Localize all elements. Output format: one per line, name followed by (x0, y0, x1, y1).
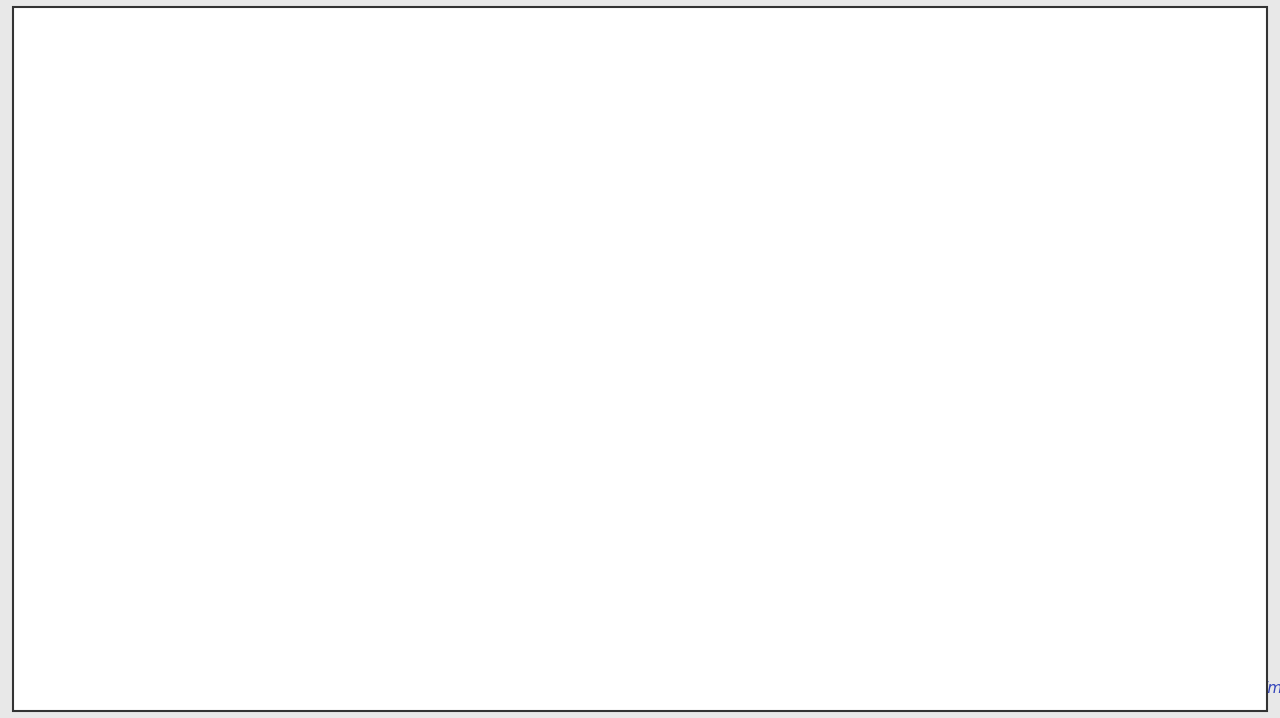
Point (91, 643, 111, 654)
Text: Compound name: Alprazolam
Correlation coefficient: r= 0.999436, r^2=0.998873
Cal: Compound name: Alprazolam Correlation co… (205, 45, 686, 210)
Point (369, 496, 389, 508)
Text: ng/mL: ng/mL (1244, 681, 1280, 696)
Y-axis label: Response: Response (36, 304, 51, 378)
Point (1203, 70, 1224, 81)
Point (1203, 41, 1224, 52)
Point (369, 497, 389, 508)
Point (146, 613, 166, 625)
Text: R²=0.9989: R²=0.9989 (470, 317, 635, 346)
Point (202, 584, 223, 596)
Text: 20 pg/mL to 200 ng/mL: 20 pg/mL to 200 ng/mL (753, 435, 1046, 460)
